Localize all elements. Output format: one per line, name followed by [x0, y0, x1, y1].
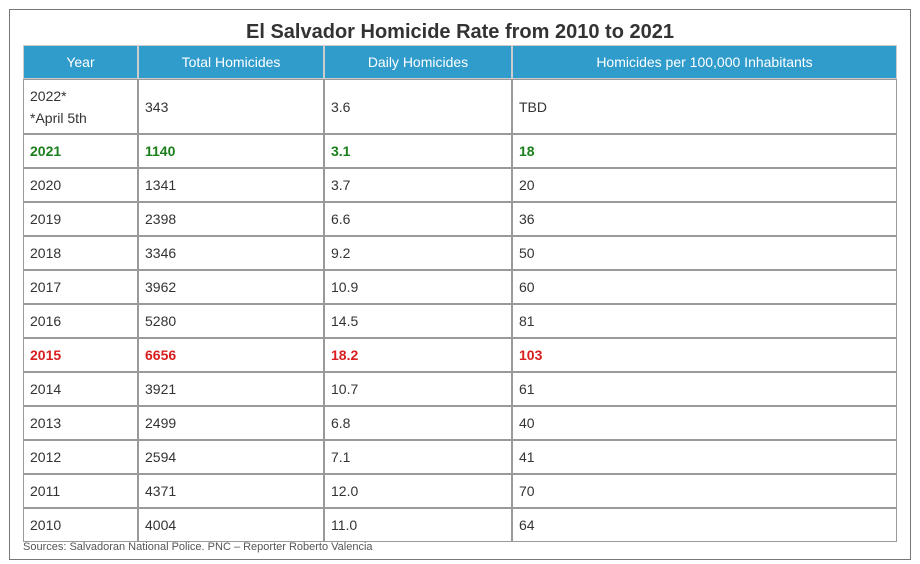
cell-homicides-per-100k: 60: [512, 270, 897, 304]
cell-homicides-per-100k: 81: [512, 304, 897, 338]
cell-daily-homicides: 6.6: [324, 202, 512, 236]
year-label: 2022*: [30, 87, 67, 104]
table-header: Year Total Homicides Daily Homicides Hom…: [23, 45, 897, 79]
table-row: 2014 3921 10.7 61: [23, 372, 897, 406]
header-total-homicides: Total Homicides: [138, 45, 324, 79]
table-row: 2015 6656 18.2 103: [23, 338, 897, 372]
cell-total-homicides: 3962: [138, 270, 324, 304]
cell-homicides-per-100k: 40: [512, 406, 897, 440]
cell-year: 2017: [23, 270, 138, 304]
cell-homicides-per-100k: 70: [512, 474, 897, 508]
cell-homicides-per-100k: 64: [512, 508, 897, 542]
cell-total-homicides: 3921: [138, 372, 324, 406]
header-year: Year: [23, 45, 138, 79]
cell-total-homicides: 6656: [138, 338, 324, 372]
cell-daily-homicides: 3.1: [324, 134, 512, 168]
cell-homicides-per-100k: 50: [512, 236, 897, 270]
cell-year: 2013: [23, 406, 138, 440]
table-row: 2022* *April 5th 343 3.6 TBD: [23, 79, 897, 134]
cell-total-homicides: 3346: [138, 236, 324, 270]
cell-year: 2010: [23, 508, 138, 542]
cell-total-homicides: 1341: [138, 168, 324, 202]
cell-total-homicides: 4004: [138, 508, 324, 542]
cell-year: 2020: [23, 168, 138, 202]
table-body: 2022* *April 5th 343 3.6 TBD 2021 1140 3.1 18 202…: [23, 79, 897, 542]
cell-homicides-per-100k: TBD: [512, 79, 897, 134]
cell-year: 2021: [23, 134, 138, 168]
cell-daily-homicides: 10.7: [324, 372, 512, 406]
cell-total-homicides: 5280: [138, 304, 324, 338]
cell-daily-homicides: 6.8: [324, 406, 512, 440]
table-row: 2011 4371 12.0 70: [23, 474, 897, 508]
cell-year: 2019: [23, 202, 138, 236]
cell-year: 2015: [23, 338, 138, 372]
table-row: 2010 4004 11.0 64: [23, 508, 897, 542]
cell-total-homicides: 4371: [138, 474, 324, 508]
cell-homicides-per-100k: 41: [512, 440, 897, 474]
cell-daily-homicides: 9.2: [324, 236, 512, 270]
source-note: Sources: Salvadoran National Police. PNC…: [23, 541, 373, 553]
year-footnote: *April 5th: [30, 109, 87, 126]
cell-year: 2018: [23, 236, 138, 270]
table-row: 2016 5280 14.5 81: [23, 304, 897, 338]
table-row: 2020 1341 3.7 20: [23, 168, 897, 202]
cell-homicides-per-100k: 36: [512, 202, 897, 236]
cell-year: 2011: [23, 474, 138, 508]
cell-daily-homicides: 18.2: [324, 338, 512, 372]
table-row: 2021 1140 3.1 18: [23, 134, 897, 168]
cell-year: 2016: [23, 304, 138, 338]
cell-daily-homicides: 3.7: [324, 168, 512, 202]
cell-year: 2022* *April 5th: [23, 79, 138, 134]
cell-year: 2014: [23, 372, 138, 406]
header-homicides-per-100k: Homicides per 100,000 Inhabitants: [512, 45, 897, 79]
cell-total-homicides: 1140: [138, 134, 324, 168]
cell-homicides-per-100k: 20: [512, 168, 897, 202]
cell-year: 2012: [23, 440, 138, 474]
table-row: 2013 2499 6.8 40: [23, 406, 897, 440]
cell-daily-homicides: 3.6: [324, 79, 512, 134]
cell-total-homicides: 2594: [138, 440, 324, 474]
table-row: 2018 3346 9.2 50: [23, 236, 897, 270]
table-figure: El Salvador Homicide Rate from 2010 to 2…: [9, 9, 911, 560]
cell-daily-homicides: 14.5: [324, 304, 512, 338]
cell-daily-homicides: 10.9: [324, 270, 512, 304]
cell-homicides-per-100k: 61: [512, 372, 897, 406]
cell-homicides-per-100k: 103: [512, 338, 897, 372]
cell-total-homicides: 2398: [138, 202, 324, 236]
table-row: 2019 2398 6.6 36: [23, 202, 897, 236]
header-daily-homicides: Daily Homicides: [324, 45, 512, 79]
cell-daily-homicides: 11.0: [324, 508, 512, 542]
homicide-table: Year Total Homicides Daily Homicides Hom…: [23, 45, 897, 542]
header-row: Year Total Homicides Daily Homicides Hom…: [23, 45, 897, 79]
table-title: El Salvador Homicide Rate from 2010 to 2…: [246, 21, 674, 43]
table-row: 2017 3962 10.9 60: [23, 270, 897, 304]
cell-daily-homicides: 7.1: [324, 440, 512, 474]
cell-total-homicides: 2499: [138, 406, 324, 440]
cell-daily-homicides: 12.0: [324, 474, 512, 508]
cell-total-homicides: 343: [138, 79, 324, 134]
cell-homicides-per-100k: 18: [512, 134, 897, 168]
table-row: 2012 2594 7.1 41: [23, 440, 897, 474]
